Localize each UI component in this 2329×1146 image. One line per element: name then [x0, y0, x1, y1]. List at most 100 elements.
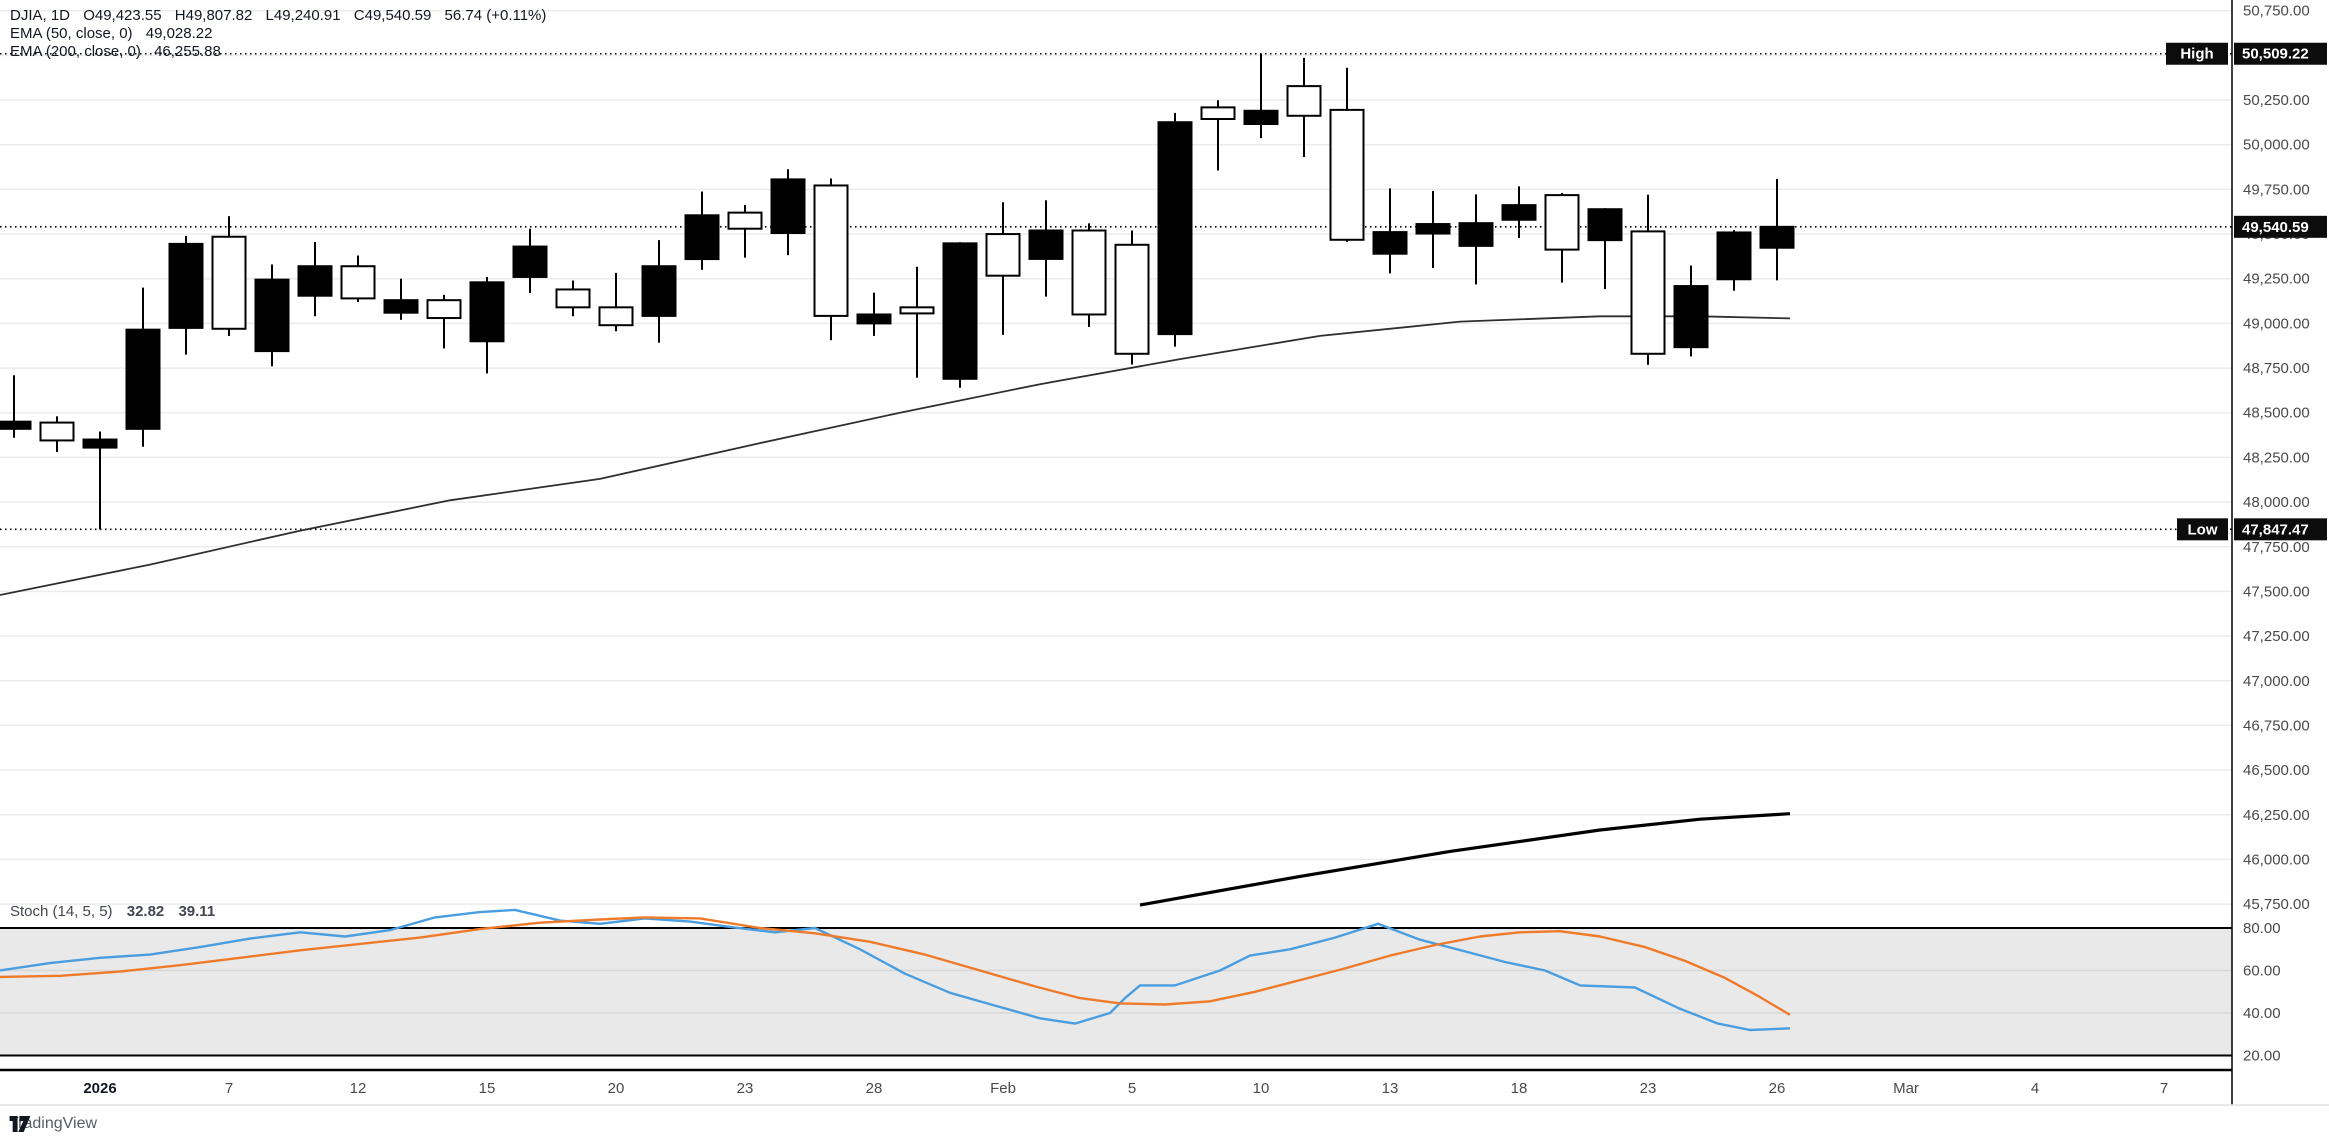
candle-body [1157, 121, 1193, 336]
candle-body [1243, 109, 1279, 126]
stoch-legend-row[interactable]: Stoch (14, 5, 5) 32.82 39.11 [10, 903, 215, 920]
ema200-legend-row[interactable]: EMA (200, close, 0) 46,255.88 [10, 43, 555, 60]
price-axis-label[interactable]: 48,000.00 [2243, 494, 2310, 511]
candle-body [1501, 204, 1537, 221]
ema200-line [1139, 812, 1791, 907]
time-axis-label[interactable]: 5 [1128, 1080, 1136, 1097]
price-badge-value: 49,540.59 [2242, 219, 2309, 236]
price-axis-label[interactable]: 50,750.00 [2243, 3, 2310, 20]
candle-body [555, 288, 591, 309]
candle-body [1372, 231, 1408, 255]
candle-body [1673, 285, 1709, 349]
candle-body [1458, 222, 1494, 247]
candle-body [1028, 229, 1064, 260]
candle-body [1544, 194, 1580, 251]
tradingview-icon [9, 1116, 31, 1132]
stoch-d-line [0, 916, 1791, 1016]
price-axis-label[interactable]: 46,500.00 [2243, 762, 2310, 779]
time-axis-label[interactable]: Feb [990, 1080, 1016, 1097]
stoch-axis-label[interactable]: 60.00 [2243, 963, 2281, 980]
time-axis-label[interactable]: 12 [350, 1080, 367, 1097]
ema50-label: EMA (50, close, 0) [10, 25, 133, 42]
time-axis-label[interactable]: 7 [225, 1080, 233, 1097]
time-axis-label[interactable]: 10 [1253, 1080, 1270, 1097]
time-axis-label[interactable]: 2026 [83, 1080, 116, 1097]
ohlc-high: H49,807.82 [174, 7, 253, 24]
candle-body [1114, 243, 1150, 355]
stoch-label: Stoch (14, 5, 5) [10, 903, 113, 920]
candle-body [1071, 229, 1107, 316]
candle-body [641, 265, 677, 317]
time-axis-label[interactable]: 28 [866, 1080, 883, 1097]
candle-body [340, 265, 376, 300]
price-axis-label[interactable]: 48,250.00 [2243, 449, 2310, 466]
time-axis-label[interactable]: 23 [737, 1080, 754, 1097]
price-axis-label[interactable]: 48,500.00 [2243, 405, 2310, 422]
time-axis-label[interactable]: 7 [2160, 1080, 2168, 1097]
price-badge-value: 47,847.47 [2242, 521, 2309, 538]
tradingview-logo[interactable]: TradingView [9, 1115, 97, 1133]
candle-body [1587, 208, 1623, 242]
price-axis-label[interactable]: 45,750.00 [2243, 896, 2310, 913]
time-axis-label[interactable]: 20 [608, 1080, 625, 1097]
time-axis-label[interactable]: 26 [1769, 1080, 1786, 1097]
stoch-band [0, 928, 2232, 1056]
price-axis-label[interactable]: 46,000.00 [2243, 851, 2310, 868]
price-axis-label[interactable]: 49,000.00 [2243, 315, 2310, 332]
stoch-axis-label[interactable]: 80.00 [2243, 920, 2281, 937]
symbol-legend[interactable]: DJIA, 1D O49,423.55 H49,807.82 L49,240.9… [10, 7, 555, 61]
candle-body [770, 178, 806, 234]
candle-body [512, 245, 548, 278]
price-badge-value: 50,509.22 [2242, 46, 2309, 63]
symbol-legend-row[interactable]: DJIA, 1D O49,423.55 H49,807.82 L49,240.9… [10, 7, 555, 24]
low-tag-label: Low [2188, 521, 2218, 538]
price-axis-label[interactable]: 50,000.00 [2243, 137, 2310, 154]
candle-body [426, 299, 462, 320]
stoch-axis-label[interactable]: 20.00 [2243, 1048, 2281, 1065]
low-tag [2177, 518, 2228, 541]
candle-body [297, 265, 333, 297]
ohlc-close: C49,540.59 [353, 7, 432, 24]
candle-body [813, 184, 849, 317]
time-axis-label[interactable]: 23 [1640, 1080, 1657, 1097]
ohlc-low: L49,240.91 [265, 7, 341, 24]
candle-body [168, 242, 204, 329]
candle-body [383, 299, 419, 314]
candle-body [727, 211, 763, 230]
candle-body [856, 313, 892, 325]
price-axis-label[interactable]: 47,750.00 [2243, 539, 2310, 556]
candle-body [985, 233, 1021, 277]
price-badge [2234, 518, 2327, 541]
candle-body [469, 281, 505, 343]
candle-body [684, 214, 720, 261]
price-axis-label[interactable]: 50,250.00 [2243, 92, 2310, 109]
time-axis-label[interactable]: 15 [479, 1080, 496, 1097]
ema200-label: EMA (200, close, 0) [10, 43, 141, 60]
symbol-title: DJIA, 1D [10, 7, 71, 24]
candle-body [899, 306, 935, 315]
price-axis-label[interactable]: 47,000.00 [2243, 673, 2310, 690]
candle-body [0, 420, 32, 430]
stoch-axis-label[interactable]: 40.00 [2243, 1005, 2281, 1022]
ema50-legend-row[interactable]: EMA (50, close, 0) 49,028.22 [10, 25, 555, 42]
time-axis-label[interactable]: 13 [1382, 1080, 1399, 1097]
candle-body [1286, 85, 1322, 117]
price-axis-label[interactable]: 46,750.00 [2243, 717, 2310, 734]
high-tag [2166, 42, 2228, 65]
candle-body [1716, 231, 1752, 281]
price-axis-label[interactable]: 47,500.00 [2243, 583, 2310, 600]
ohlc-open: O49,423.55 [83, 7, 162, 24]
time-axis-label[interactable]: 18 [1511, 1080, 1528, 1097]
price-axis-label[interactable]: 48,750.00 [2243, 360, 2310, 377]
candle-body [39, 421, 75, 442]
candle-body [1759, 225, 1795, 249]
candle-body [1415, 223, 1451, 235]
price-axis-label[interactable]: 46,250.00 [2243, 807, 2310, 824]
price-axis-label[interactable]: 47,250.00 [2243, 628, 2310, 645]
time-axis-label[interactable]: Mar [1893, 1080, 1919, 1097]
price-axis-label[interactable]: 49,250.00 [2243, 271, 2310, 288]
time-axis-label[interactable]: 4 [2031, 1080, 2039, 1097]
price-axis-label[interactable]: 49,750.00 [2243, 181, 2310, 198]
